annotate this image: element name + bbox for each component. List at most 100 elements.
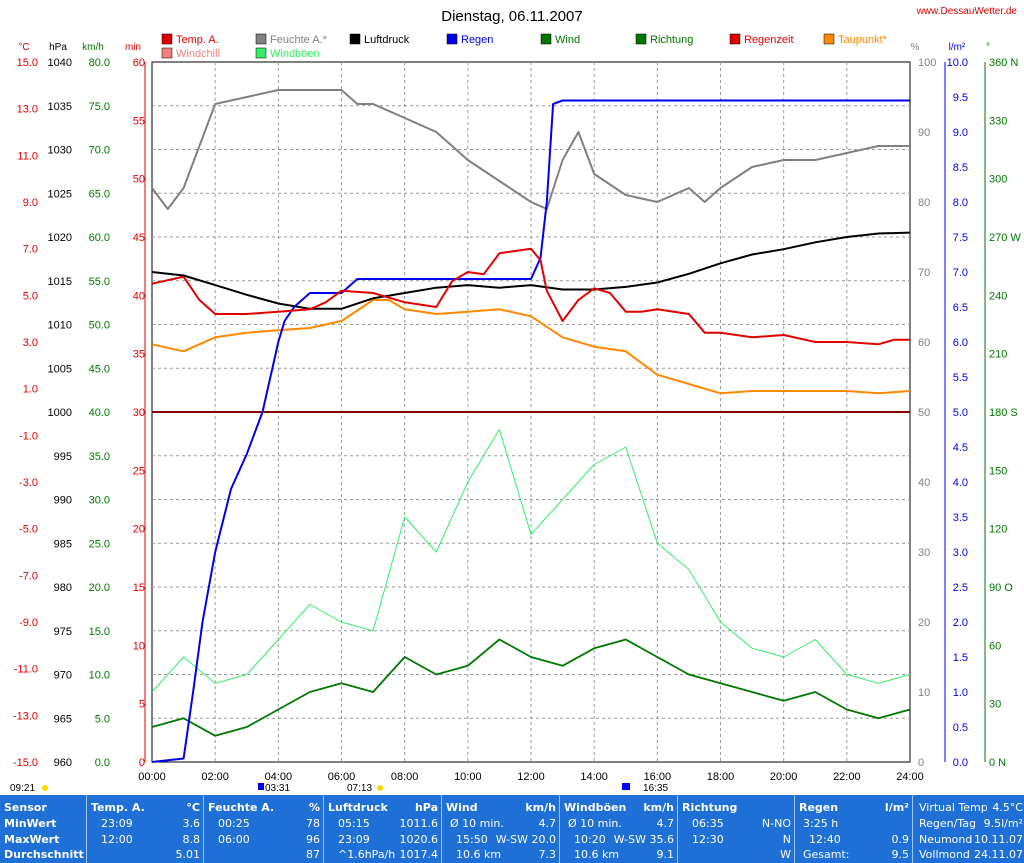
legend-swatch — [161, 33, 173, 45]
rain-r2-time: 12:40 — [809, 833, 841, 846]
tick-wind: 50.0 — [89, 320, 110, 332]
rain-day-value: 9.5l/m² — [983, 817, 1023, 830]
rain-head: Regen — [799, 801, 839, 814]
tick-humidity: 100 — [918, 57, 936, 69]
legend-swatch — [823, 33, 835, 45]
tick-x: 14:00 — [580, 771, 608, 783]
tick-rain: 8.0 — [953, 197, 968, 209]
gust-distance: 10.6 km — [574, 848, 620, 861]
temp-avg-value: 5.01 — [175, 848, 201, 861]
hum-unit: % — [308, 801, 320, 814]
tick-x: 20:00 — [770, 771, 798, 783]
data-series — [151, 89, 911, 763]
tick-wind: 20.0 — [89, 582, 110, 594]
tick-temp: -7.0 — [19, 570, 38, 582]
legend-label: Feuchte A.* — [270, 34, 328, 46]
tick-dir: 0 N — [989, 757, 1006, 769]
tick-humidity: 40 — [918, 477, 930, 489]
series-line-wind — [151, 638, 911, 737]
series-line-taupunkt- — [151, 299, 911, 395]
tick-dir: 60 — [989, 640, 1001, 652]
temp-max-time: 12:00 — [101, 833, 133, 846]
chart-title: Dienstag, 06.11.2007 — [441, 8, 583, 25]
legend-label: Temp. A. — [176, 34, 219, 46]
wind-max-value: 20.0 — [531, 833, 557, 846]
tick-rain: 7.0 — [953, 267, 968, 279]
press-min-time: 05:15 — [338, 817, 370, 830]
tick-dir: 90 O — [989, 582, 1013, 594]
tick-dir: 150 — [989, 465, 1007, 477]
site-url[interactable]: www.DessauWetter.de — [916, 6, 1018, 17]
legend-label: Regen — [461, 34, 493, 46]
tick-temp: 3.0 — [23, 337, 38, 349]
wind-r1-label: Ø 10 min. — [450, 817, 504, 830]
rain-duration: 3:25 h — [803, 817, 839, 830]
tick-rain: 0.0 — [953, 757, 968, 769]
stats-extra: Virtual Temp 4.5°C Regen/Tag 9.5l/m² Neumo… — [912, 795, 1024, 863]
tick-temp: -5.0 — [19, 524, 38, 536]
tick-humidity: 50 — [918, 407, 930, 419]
tick-pressure: 1040 — [48, 57, 72, 69]
tick-temp: -11.0 — [14, 664, 38, 676]
dir-r3-value: W — [780, 848, 791, 861]
legend-label: Taupunkt* — [838, 34, 888, 46]
stats-row-labels: Sensor MinWert MaxWert Durchschnitt — [0, 795, 86, 863]
tick-temp: 9.0 — [23, 197, 38, 209]
axis-unit-humidity: % — [911, 42, 920, 53]
tick-min: 40 — [133, 290, 145, 302]
tick-wind: 75.0 — [89, 101, 110, 113]
new-moon-label: Neumond — [919, 833, 973, 846]
legend-swatch — [540, 33, 552, 45]
legend-label: Luftdruck — [364, 34, 410, 46]
stats-rain: Regen l/m² 3:25 h 12:40 0.9 Gesamt: 9.5 — [794, 795, 913, 863]
series-line-temp-a- — [151, 247, 910, 346]
legend-swatch — [446, 33, 458, 45]
press-min-value: 1011.6 — [399, 817, 439, 830]
tick-x: 10:00 — [454, 771, 482, 783]
gust-max-dir: W-SW — [613, 833, 646, 846]
dir-r2-value: N — [782, 833, 791, 846]
tick-pressure: 965 — [54, 713, 72, 725]
tick-min: 55 — [133, 115, 145, 127]
press-max-time: 23:09 — [338, 833, 370, 846]
tick-min: 25 — [133, 465, 145, 477]
tick-rain: 9.0 — [953, 127, 968, 139]
tick-x: 24:00 — [896, 771, 924, 783]
tick-min: 5 — [139, 699, 145, 711]
axis-unit-wind: km/h — [82, 42, 104, 53]
tick-x: 22:00 — [833, 771, 861, 783]
tick-x: 02:00 — [201, 771, 229, 783]
tick-rain: 10.0 — [947, 57, 968, 69]
tick-min: 15 — [133, 582, 145, 594]
tick-dir: 210 — [989, 349, 1007, 361]
tick-wind: 10.0 — [89, 670, 110, 682]
tick-rain: 0.5 — [953, 722, 968, 734]
tick-temp: -15.0 — [13, 757, 38, 769]
legend-swatch — [729, 33, 741, 45]
tick-x: 04:00 — [265, 771, 293, 783]
tick-wind: 45.0 — [89, 363, 110, 375]
sunrise-time: 09:21 — [10, 783, 35, 794]
wind-head: Wind — [446, 801, 478, 814]
tick-pressure: 980 — [54, 582, 72, 594]
tick-pressure: 995 — [54, 451, 72, 463]
wind-unit: km/h — [525, 801, 556, 814]
gust-unit: km/h — [643, 801, 674, 814]
tick-pressure: 1030 — [48, 145, 72, 157]
hum-head: Feuchte A. — [208, 801, 275, 814]
tick-temp: 11.0 — [17, 150, 38, 162]
hum-min-value: 78 — [306, 817, 320, 830]
tick-humidity: 0 — [918, 757, 924, 769]
axes: °C hPa km/h min% l/m² ° 15.0 13.0 11.0 9.0 7.0 5.0 3… — [13, 42, 1021, 783]
axis-unit-rain: l/m² — [949, 42, 966, 53]
stats-direction: Richtung 06:35 N-NO 12:30 N W — [677, 795, 795, 863]
tick-x: 08:00 — [391, 771, 419, 783]
tick-rain: 7.5 — [953, 232, 968, 244]
axis-unit-dir: ° — [986, 42, 990, 53]
virtual-temp-value: 4.5°C — [992, 801, 1023, 814]
gust-r1-label: Ø 10 min. — [568, 817, 622, 830]
tick-pressure: 1025 — [48, 188, 72, 200]
rain-unit: l/m² — [884, 801, 909, 814]
tick-dir: 30 — [989, 699, 1001, 711]
tick-pressure: 970 — [54, 670, 72, 682]
